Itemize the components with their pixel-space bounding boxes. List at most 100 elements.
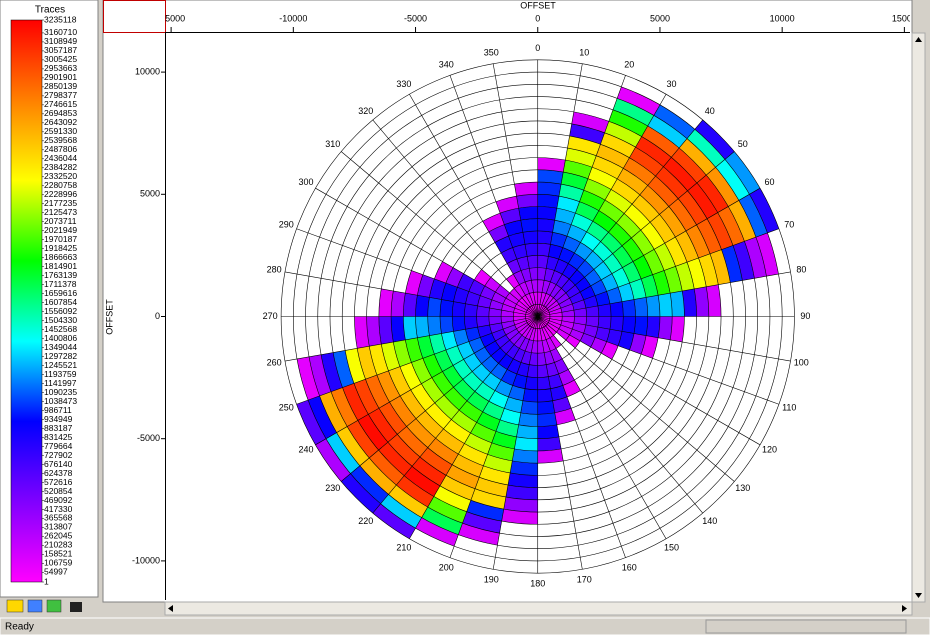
y-axis-label: OFFSET <box>104 299 114 335</box>
cell <box>403 316 418 340</box>
colorbar-tick-label: 2384282 <box>44 162 77 172</box>
cell <box>458 443 488 466</box>
cell <box>506 344 520 359</box>
cell <box>508 472 538 488</box>
cell <box>600 232 623 254</box>
cell <box>597 316 612 330</box>
cell <box>698 253 719 287</box>
cell <box>707 212 733 250</box>
cell <box>554 408 576 425</box>
cell <box>372 503 416 539</box>
tool-left[interactable] <box>27 599 43 613</box>
cell <box>422 354 443 378</box>
cell <box>347 420 379 458</box>
polar-plot: 0 10 20 30 40 50 60 70 80 90 100 110 120 130 140 150 160… <box>263 43 811 588</box>
cell <box>675 230 699 263</box>
cell <box>509 332 523 345</box>
cell <box>577 260 594 278</box>
cell <box>480 333 496 348</box>
cell <box>641 274 659 298</box>
azimuth-label: 130 <box>735 483 750 493</box>
cell <box>575 277 591 293</box>
v-scrollbar[interactable] <box>911 32 926 603</box>
cell <box>507 259 522 275</box>
cell <box>513 316 526 321</box>
cell <box>354 316 370 349</box>
cell <box>387 434 420 467</box>
tool-right[interactable] <box>46 599 62 613</box>
cell <box>505 484 538 500</box>
cell <box>353 379 379 415</box>
cell <box>378 442 413 476</box>
cell <box>406 418 436 448</box>
cell <box>345 348 366 384</box>
cell <box>556 274 570 289</box>
cell <box>632 194 660 223</box>
colorbar-tick-label: 3160710 <box>44 27 77 37</box>
cell <box>606 287 622 304</box>
cell <box>519 324 530 336</box>
cell <box>321 352 343 392</box>
cell <box>580 231 601 251</box>
cell <box>548 320 561 329</box>
cell <box>537 412 557 427</box>
cell <box>525 327 534 340</box>
cell <box>622 261 642 284</box>
cell <box>415 517 459 547</box>
cell <box>738 194 768 238</box>
azimuth-label: 140 <box>702 516 717 526</box>
tool-lock[interactable] <box>70 602 82 612</box>
cell <box>537 230 553 245</box>
cell <box>308 395 337 439</box>
spoke-grid <box>315 187 538 317</box>
spoke-grid <box>537 94 667 317</box>
cell <box>529 292 536 306</box>
h-scrollbar[interactable] <box>164 601 913 616</box>
cell <box>687 257 707 289</box>
cell <box>755 232 779 277</box>
cell <box>378 288 394 317</box>
cell <box>554 358 569 374</box>
spoke-grid <box>537 151 735 317</box>
cell <box>554 259 569 275</box>
colorbar-tick-label: 2591330 <box>44 126 77 136</box>
cell <box>452 301 466 317</box>
colorbar-tick-label: 1970187 <box>44 234 77 244</box>
colorbar-tick-label: 262045 <box>44 531 73 541</box>
cell <box>624 204 651 231</box>
cell <box>571 111 609 133</box>
cell <box>565 285 581 299</box>
cell <box>612 245 633 268</box>
spoke-grid <box>340 316 538 482</box>
colorbar-tick-label: 2901901 <box>44 72 77 82</box>
cell <box>421 377 445 403</box>
azimuth-label: 80 <box>796 264 806 274</box>
colorbar-tick-label: 2694853 <box>44 108 77 118</box>
x-tick-label: -15000 <box>157 13 185 23</box>
cell <box>647 115 688 148</box>
colorbar-tick-label: 624378 <box>44 468 73 478</box>
cell <box>617 168 648 195</box>
spoke-grid <box>537 316 583 570</box>
cell <box>519 297 530 309</box>
cell <box>389 395 417 427</box>
cell <box>529 327 536 341</box>
y-tick-label: 0 <box>155 311 160 321</box>
cell <box>483 454 513 473</box>
colorbar-tick-label: 986711 <box>44 405 72 415</box>
tool-edit[interactable] <box>6 599 24 613</box>
colorbar-tick-label: 1 <box>44 576 49 586</box>
cell <box>561 279 576 293</box>
cell <box>687 129 725 168</box>
cell <box>501 320 515 330</box>
cell <box>608 222 632 246</box>
azimuth-label: 250 <box>279 402 294 412</box>
cell <box>505 328 520 341</box>
cell <box>514 335 526 349</box>
toolbar <box>6 599 82 613</box>
cell <box>749 188 779 233</box>
cell <box>396 475 434 508</box>
cell <box>529 352 538 366</box>
x-tick-label: 5000 <box>650 13 670 23</box>
cell <box>541 339 551 353</box>
